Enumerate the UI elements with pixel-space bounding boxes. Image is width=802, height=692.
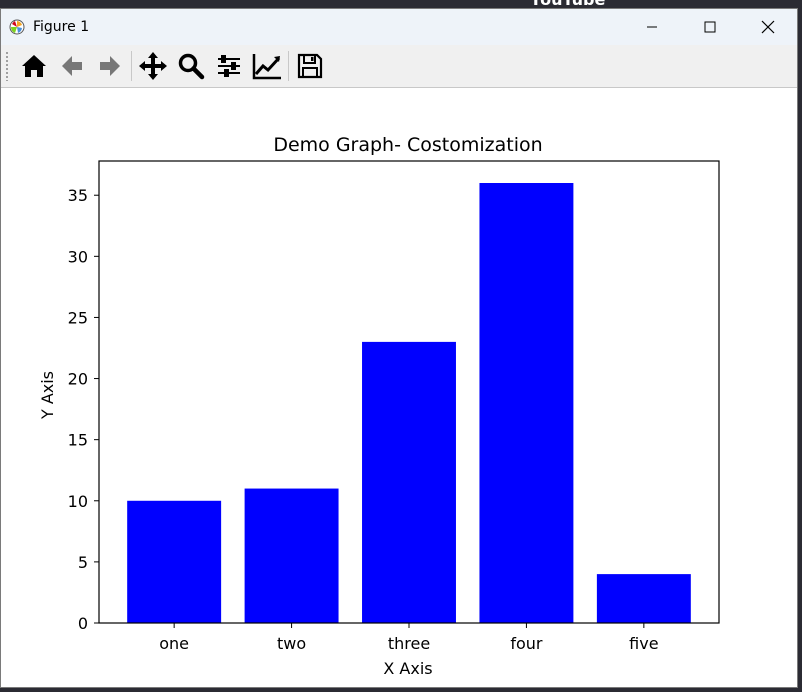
y-tick-label: 10 [68,492,88,511]
arrow-left-icon [62,56,82,76]
back-button[interactable] [53,48,91,84]
arrow-right-icon [100,56,120,76]
y-axis-label: Y Axis [38,371,57,420]
bar-five [596,574,691,623]
toolbar-separator [131,51,132,81]
magnifier-icon [178,53,205,80]
navigation-toolbar [1,45,797,88]
close-button[interactable] [739,9,797,45]
title-bar[interactable]: Figure 1 [1,9,797,45]
minimize-icon [647,26,657,28]
close-icon [761,20,775,34]
toolbar-separator [288,51,289,81]
bar-two [244,488,339,623]
matplotlib-logo-icon [9,19,25,35]
home-icon [22,55,46,77]
maximize-icon [704,21,716,33]
x-axis-label: X Axis [383,659,432,678]
edit-axis-button[interactable] [248,48,286,84]
save-button[interactable] [291,48,329,84]
move-icon [139,52,167,80]
floppy-disk-icon [297,53,323,79]
bar-three [362,341,456,623]
y-tick-label: 5 [78,553,88,572]
y-tick-label: 30 [68,247,88,266]
x-tick-label: one [159,634,189,653]
background-youtube-text: YouTube [530,0,605,9]
configure-subplots-button[interactable] [210,48,248,84]
figure-canvas[interactable]: Demo Graph- Costomization Y Axis X Axis … [1,88,797,687]
zoom-button[interactable] [172,48,210,84]
x-tick-label: four [510,634,543,653]
y-tick-label: 20 [68,370,88,389]
y-tick-label: 0 [78,614,88,633]
y-tick-label: 15 [68,431,88,450]
forward-button[interactable] [91,48,129,84]
pan-button[interactable] [134,48,172,84]
maximize-button[interactable] [681,9,739,45]
line-chart-icon [252,54,281,80]
minimize-button[interactable] [623,9,681,45]
figure-window: Figure 1 [0,8,798,688]
sliders-icon [218,55,240,77]
bar-chart: Demo Graph- Costomization Y Axis X Axis … [38,134,720,678]
home-button[interactable] [15,48,53,84]
chart-title: Demo Graph- Costomization [273,134,542,156]
x-tick-label: three [388,634,430,653]
x-tick-label: five [629,634,658,653]
bar-four [479,183,574,623]
x-tick-label: two [277,634,306,653]
window-title: Figure 1 [33,19,90,35]
bar-one [127,500,222,623]
plot-frame [98,160,720,624]
toolbar-grip[interactable] [5,51,9,81]
y-tick-label: 25 [68,308,88,327]
y-tick-label: 35 [68,186,88,205]
